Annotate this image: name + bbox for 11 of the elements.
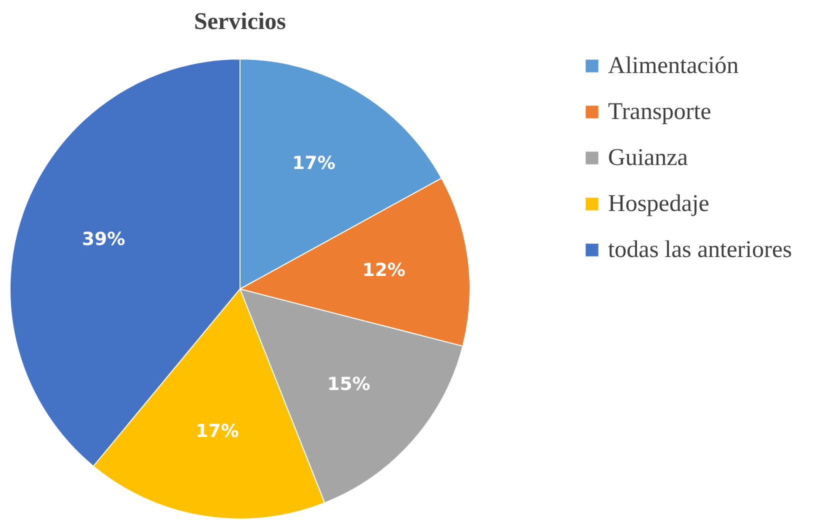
legend-label: Guianza bbox=[608, 145, 688, 171]
legend-label: Alimentación bbox=[608, 53, 739, 79]
legend-label: Transporte bbox=[608, 99, 712, 125]
data-label: 39% bbox=[82, 228, 126, 250]
data-label: 17% bbox=[196, 421, 239, 442]
data-label: 17% bbox=[292, 153, 336, 174]
legend-label: todas las anteriores bbox=[608, 237, 792, 263]
data-label: 12% bbox=[362, 260, 406, 281]
legend-label: Hospedaje bbox=[608, 191, 710, 217]
data-label: 15% bbox=[327, 374, 370, 395]
chart-title: Servicios bbox=[194, 9, 286, 35]
